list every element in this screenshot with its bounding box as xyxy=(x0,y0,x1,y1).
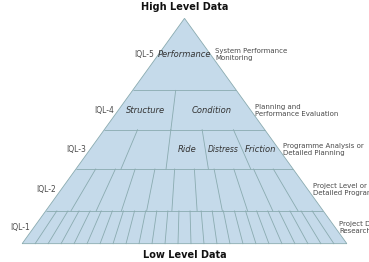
Text: Performance: Performance xyxy=(158,50,211,59)
Text: IQL-4: IQL-4 xyxy=(94,106,114,114)
Text: IQL-5: IQL-5 xyxy=(134,50,154,59)
Text: Low Level Data: Low Level Data xyxy=(143,250,226,260)
Text: IQL-3: IQL-3 xyxy=(66,145,86,154)
Text: Condition: Condition xyxy=(192,106,232,114)
Text: System Performance
Monitoring: System Performance Monitoring xyxy=(215,48,287,61)
Text: Distress: Distress xyxy=(208,145,239,154)
Polygon shape xyxy=(22,18,347,244)
Text: Project Level or
Detailed Programme: Project Level or Detailed Programme xyxy=(313,183,369,196)
Text: Project Detail or
Research: Project Detail or Research xyxy=(339,221,369,234)
Text: Friction: Friction xyxy=(245,145,276,154)
Text: Ride: Ride xyxy=(177,145,196,154)
Text: IQL-2: IQL-2 xyxy=(37,185,56,194)
Text: Programme Analysis or
Detailed Planning: Programme Analysis or Detailed Planning xyxy=(283,143,364,156)
Text: Planning and
Performance Evaluation: Planning and Performance Evaluation xyxy=(255,103,338,117)
Text: High Level Data: High Level Data xyxy=(141,2,228,12)
Text: IQL-1: IQL-1 xyxy=(10,223,30,232)
Text: Structure: Structure xyxy=(126,106,165,114)
